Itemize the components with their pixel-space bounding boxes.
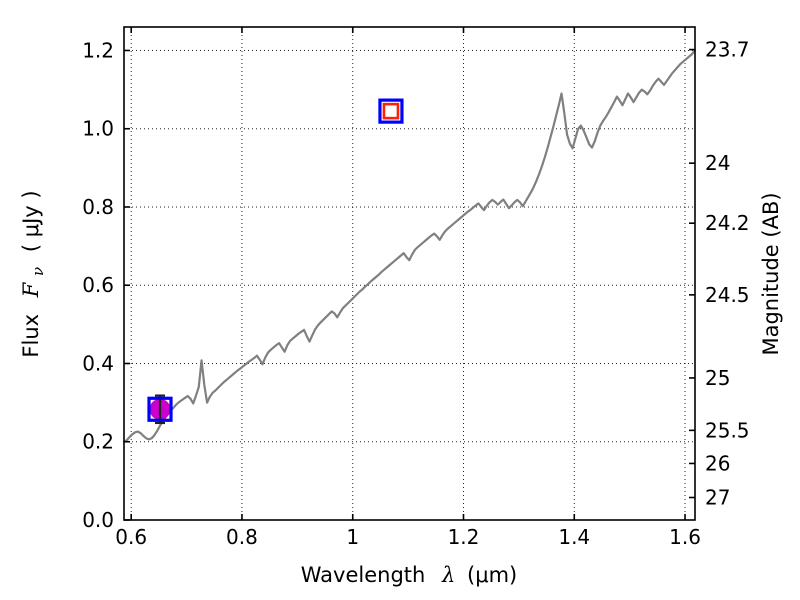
y-axis-left-title-unit: ( μJy ) [19, 190, 43, 252]
svg-text:Wavelength λ (: Wavelength λ (μm) [301, 563, 517, 587]
y-left-tick-label: 0.6 [82, 273, 114, 297]
marker-outer-square [147, 396, 173, 422]
y-right-tick-label: 25 [705, 366, 730, 390]
y-right-tick-label: 23.7 [705, 38, 750, 62]
upper-limit-photometry-point [378, 98, 404, 124]
x-axis-title-unit: (μm) [467, 563, 517, 587]
plot-frame-rect [123, 26, 696, 521]
y-axis-right-title: Magnitude (AB) [759, 192, 783, 355]
y-axis-right-title-text: Magnitude (AB) [759, 192, 783, 355]
y-left-tick-label: 0.4 [82, 351, 114, 375]
marker-outer-square [378, 98, 404, 124]
x-axis-title-symbol: λ [441, 563, 455, 587]
photometry-markers-layer [147, 98, 404, 425]
y-right-tick-label: 24.2 [705, 211, 750, 235]
x-tick-label: 1 [346, 525, 359, 549]
y-right-tick-label: 25.5 [705, 418, 750, 442]
y-axis-left-title-sub: ν [29, 267, 47, 276]
y-axis-left-title-word: Flux [19, 314, 43, 358]
y-axis-left-title: Flux F ν ( μJy ) [19, 190, 48, 357]
y-left-tick-label: 0.2 [82, 430, 114, 454]
y-right-tick-label: 24 [705, 151, 730, 175]
y-right-tick-label: 26 [705, 451, 730, 475]
marker-inner-square [382, 102, 400, 120]
y-left-tick-label: 1.0 [82, 117, 114, 141]
y-left-tick-label: 0.8 [82, 195, 114, 219]
x-tick-label: 0.8 [226, 525, 258, 549]
x-tick-label: 1.2 [448, 525, 480, 549]
spectrum-line [122, 49, 697, 443]
y-right-tick-label: 27 [705, 486, 730, 510]
spectrum-line-layer [122, 49, 697, 443]
x-axis-title-word: Wavelength [301, 563, 426, 587]
axes-frame [123, 26, 696, 521]
x-tick-label: 0.6 [115, 525, 147, 549]
observed-photometry-point [147, 394, 173, 425]
x-axis-title: Wavelength λ (μm) [301, 563, 517, 587]
x-tick-label: 1.4 [558, 525, 590, 549]
y-left-tick-label: 1.2 [82, 38, 114, 62]
y-axis-left-title-symbol: F [19, 281, 43, 298]
axis-tick-labels: 0.6 0.8 1 1.2 1.4 1.6 0.0 0.2 0.4 0.6 0.8 1.0 1.2 23.… [82, 38, 749, 549]
x-tick-label: 1.6 [669, 525, 701, 549]
axis-ticks [124, 27, 695, 521]
svg-text:Flux F ν: Flux F ν ( μJy ) [19, 190, 48, 357]
y-left-tick-label: 0.0 [82, 508, 114, 532]
y-right-tick-label: 24.5 [705, 283, 750, 307]
